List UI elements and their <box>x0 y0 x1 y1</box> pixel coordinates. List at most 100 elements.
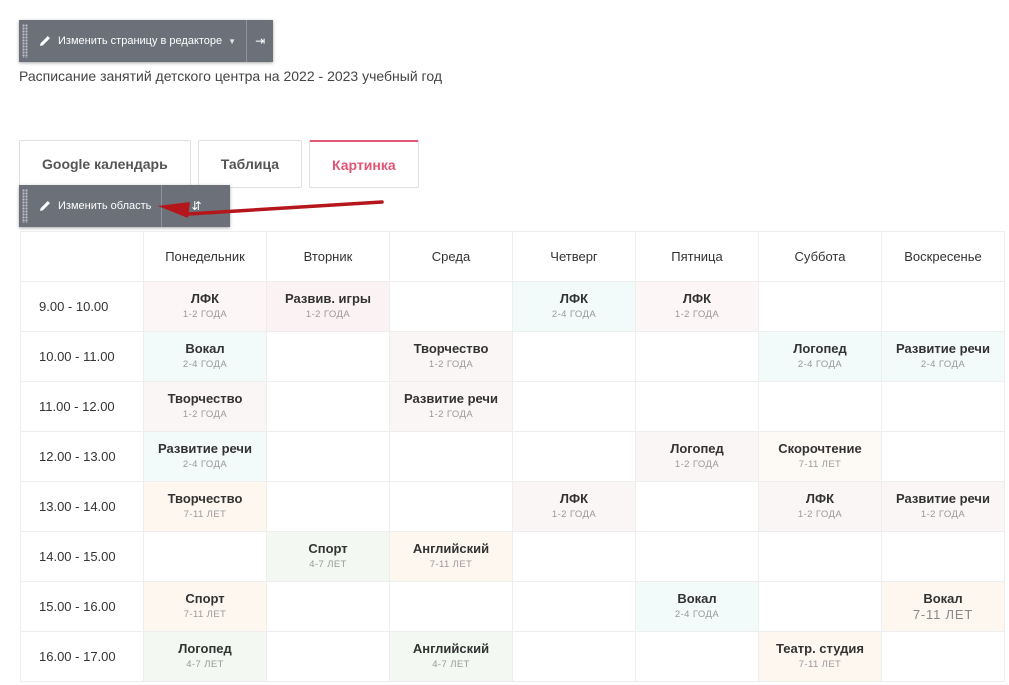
table-row: 16.00 - 17.00 Логопед 4-7 ЛЕТ Английский 4-7… <box>20 631 1005 682</box>
empty-cell <box>266 631 390 682</box>
lesson-title: Логопед <box>178 641 232 656</box>
lesson-title: Развитие речи <box>404 391 498 406</box>
lesson-cell: Творчество 1-2 ГОДА <box>143 381 267 432</box>
lesson-cell: ЛФК 1-2 ГОДА <box>143 281 267 332</box>
lesson-cell: Вокал 7-11 ЛЕТ <box>881 581 1005 632</box>
lesson-cell: Развитие речи 2-4 ГОДА <box>881 331 1005 382</box>
drag-handle[interactable] <box>22 24 28 58</box>
empty-cell <box>266 431 390 482</box>
empty-cell <box>758 581 882 632</box>
lesson-age: 1-2 ГОДА <box>674 459 720 470</box>
empty-cell <box>512 331 636 382</box>
lesson-cell: Логопед 2-4 ГОДА <box>758 331 882 382</box>
edit-page-label: Изменить страницу в редакторе <box>58 35 223 47</box>
lesson-age: 1-2 ГОДА <box>428 359 474 370</box>
lesson-title: Вокал <box>923 591 963 606</box>
lesson-cell: Вокал 2-4 ГОДА <box>143 331 267 382</box>
lesson-cell: Спорт 7-11 ЛЕТ <box>143 581 267 632</box>
lesson-age: 7-11 ЛЕТ <box>183 609 227 620</box>
lesson-cell: Развитие речи 1-2 ГОДА <box>389 381 513 432</box>
table-row: 9.00 - 10.00 ЛФК 1-2 ГОДА Развив. игры 1-2 Г… <box>20 281 1005 332</box>
time-slot: 13.00 - 14.00 <box>20 481 144 532</box>
lesson-age: 7-11 ЛЕТ <box>912 607 974 622</box>
lesson-age: 1-2 ГОДА <box>920 509 966 520</box>
lesson-age: 4-7 ЛЕТ <box>186 659 224 670</box>
lesson-cell: Театр. студия 7-11 ЛЕТ <box>758 631 882 682</box>
lesson-title: Спорт <box>308 541 348 556</box>
lesson-title: Английский <box>412 641 490 656</box>
time-slot: 16.00 - 17.00 <box>20 631 144 682</box>
empty-cell <box>143 531 267 582</box>
edit-page-button[interactable]: Изменить страницу в редакторе ▼ <box>30 20 246 62</box>
lesson-age: 7-11 ЛЕТ <box>183 509 227 520</box>
pencil-icon <box>40 36 50 46</box>
lesson-age: 7-11 ЛЕТ <box>798 459 842 470</box>
lesson-title: Творчество <box>167 491 243 506</box>
lesson-age: 1-2 ГОДА <box>551 509 597 520</box>
lesson-title: Творчество <box>167 391 243 406</box>
table-row: 15.00 - 16.00 Спорт 7-11 ЛЕТ Вокал 2-4 ГОДА В… <box>20 581 1005 632</box>
lesson-age: 2-4 ГОДА <box>920 359 966 370</box>
empty-cell <box>389 481 513 532</box>
empty-cell <box>266 481 390 532</box>
drag-handle[interactable] <box>22 189 28 223</box>
empty-cell <box>512 381 636 432</box>
lesson-cell: Скорочтение 7-11 ЛЕТ <box>758 431 882 482</box>
lesson-cell: Спорт 4-7 ЛЕТ <box>266 531 390 582</box>
time-slot: 10.00 - 11.00 <box>20 331 144 382</box>
lesson-age: 7-11 ЛЕТ <box>798 659 842 670</box>
day-header: Понедельник <box>143 231 267 282</box>
day-header: Пятница <box>635 231 759 282</box>
lesson-age: 2-4 ГОДА <box>182 459 228 470</box>
lesson-cell: Логопед 4-7 ЛЕТ <box>143 631 267 682</box>
lesson-cell: Вокал 2-4 ГОДА <box>635 581 759 632</box>
empty-cell <box>881 531 1005 582</box>
table-row: 10.00 - 11.00 Вокал 2-4 ГОДА Творчество 1-2 … <box>20 331 1005 382</box>
day-header: Воскресенье <box>881 231 1005 282</box>
lesson-cell: ЛФК 1-2 ГОДА <box>512 481 636 532</box>
empty-cell <box>512 431 636 482</box>
lesson-cell: Логопед 1-2 ГОДА <box>635 431 759 482</box>
empty-cell <box>512 631 636 682</box>
empty-cell <box>881 431 1005 482</box>
lesson-age: 1-2 ГОДА <box>182 309 228 320</box>
lesson-cell: Английский 4-7 ЛЕТ <box>389 631 513 682</box>
empty-cell <box>881 381 1005 432</box>
lesson-cell: ЛФК 1-2 ГОДА <box>758 481 882 532</box>
lesson-title: Развитие речи <box>896 341 990 356</box>
pin-icon[interactable]: ⇥ <box>246 20 273 62</box>
lesson-title: ЛФК <box>559 491 589 506</box>
tab-picture[interactable]: Картинка <box>309 140 419 188</box>
pencil-icon <box>40 201 50 211</box>
lesson-title: Английский <box>412 541 490 556</box>
lesson-title: ЛФК <box>805 491 835 506</box>
time-slot: 9.00 - 10.00 <box>20 281 144 332</box>
day-header: Среда <box>389 231 513 282</box>
lesson-cell: ЛФК 2-4 ГОДА <box>512 281 636 332</box>
lesson-title: Логопед <box>793 341 847 356</box>
empty-cell <box>635 481 759 532</box>
chevron-down-icon[interactable]: ▼ <box>228 36 237 46</box>
lesson-age: 1-2 ГОДА <box>428 409 474 420</box>
empty-cell <box>635 381 759 432</box>
tab-table[interactable]: Таблица <box>197 140 303 188</box>
lesson-age: 2-4 ГОДА <box>182 359 228 370</box>
lesson-age: 7-11 ЛЕТ <box>429 559 473 570</box>
lesson-title: Вокал <box>185 341 225 356</box>
lesson-title: Вокал <box>677 591 717 606</box>
lesson-cell: ЛФК 1-2 ГОДА <box>635 281 759 332</box>
empty-cell <box>389 431 513 482</box>
table-header-row: Понедельник Вторник Среда Четверг Пятница Суб… <box>20 231 1005 282</box>
lesson-age: 1-2 ГОДА <box>182 409 228 420</box>
empty-cell <box>635 631 759 682</box>
annotation-arrow <box>158 200 384 218</box>
empty-cell <box>635 531 759 582</box>
edit-area-button[interactable]: Изменить область <box>30 185 161 227</box>
table-corner-cell <box>20 231 144 282</box>
tab-google-calendar[interactable]: Google календарь <box>19 140 191 188</box>
lesson-age: 1-2 ГОДА <box>674 309 720 320</box>
lesson-age: 2-4 ГОДА <box>674 609 720 620</box>
lesson-title: ЛФК <box>190 291 220 306</box>
empty-cell <box>266 331 390 382</box>
empty-cell <box>758 281 882 332</box>
